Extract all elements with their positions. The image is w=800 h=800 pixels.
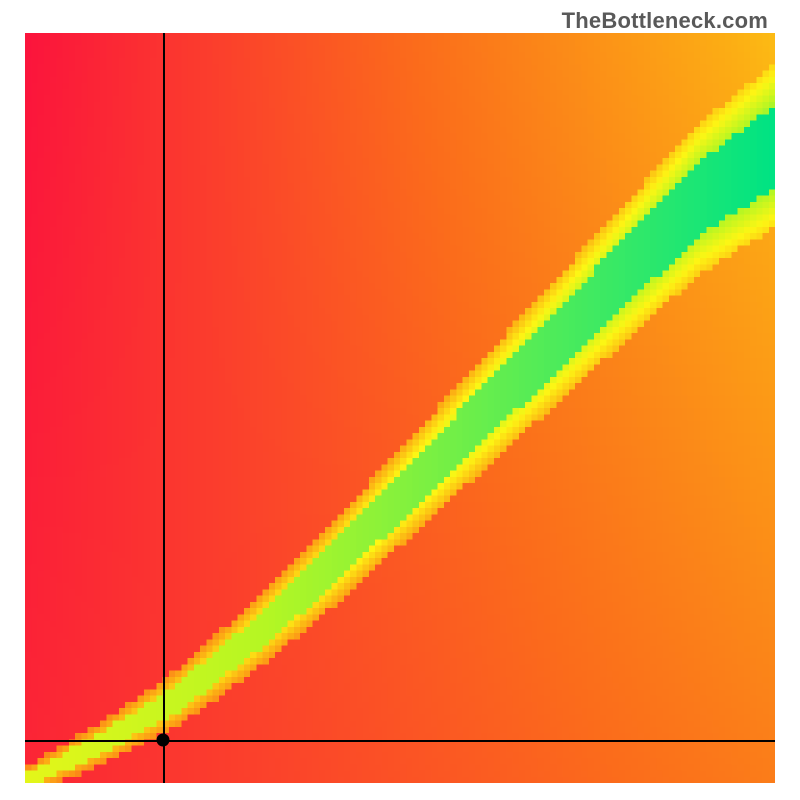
- watermark-text: TheBottleneck.com: [562, 8, 768, 34]
- bottleneck-heatmap: [25, 33, 775, 783]
- selection-marker: [157, 734, 170, 747]
- crosshair-vertical: [163, 33, 165, 783]
- plot-area: [25, 33, 775, 783]
- crosshair-horizontal: [25, 740, 775, 742]
